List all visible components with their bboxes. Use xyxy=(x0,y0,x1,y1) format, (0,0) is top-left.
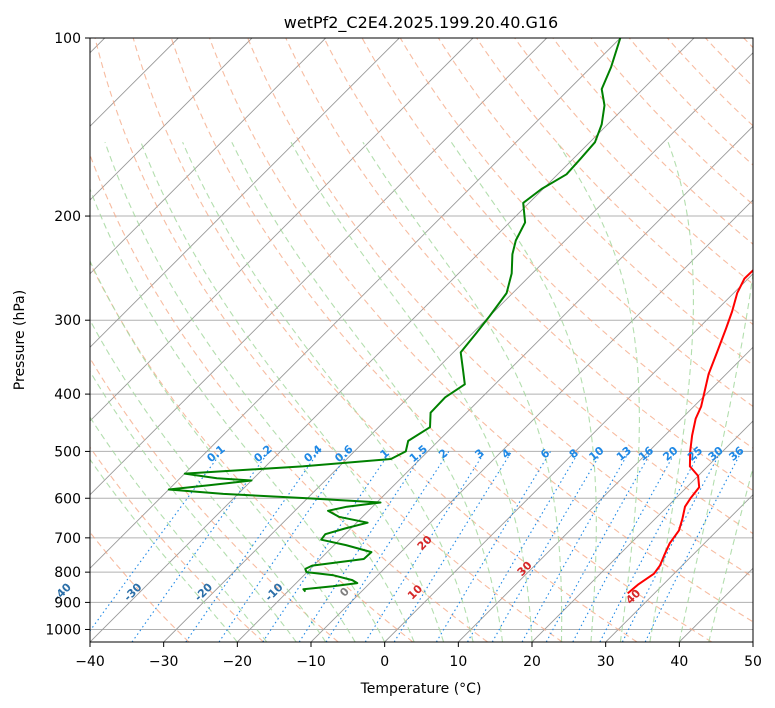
moist-adiabat-line xyxy=(649,142,694,642)
isotherm-line xyxy=(752,641,753,642)
x-tick-label: 0 xyxy=(380,654,389,670)
x-tick-label: 40 xyxy=(670,654,688,670)
x-axis-label: Temperature (°C) xyxy=(360,681,482,697)
y-tick-label: 700 xyxy=(54,531,81,547)
isotherm-line xyxy=(384,273,753,642)
mixing-ratio-line xyxy=(298,451,425,642)
isotherm-line xyxy=(90,38,327,275)
dry-adiabat-line xyxy=(90,446,264,642)
dry-adiabat-line xyxy=(399,38,753,408)
y-tick-label: 800 xyxy=(54,565,81,581)
y-tick-label: 200 xyxy=(54,209,81,225)
axes-layer: −40 −30 −20 −10 0 10 20 30 40 50 100 200 300 400 500 60… xyxy=(45,31,762,670)
plot-background xyxy=(90,38,753,642)
x-tick-label: −10 xyxy=(296,654,326,670)
x-tick-label: 10 xyxy=(449,654,467,670)
plot-frame xyxy=(89,37,754,643)
plot-area xyxy=(90,38,753,642)
moist-adiabat-line xyxy=(231,141,504,642)
mixing-ratio-line xyxy=(185,451,320,642)
x-tick-label: −40 xyxy=(75,654,105,670)
moist-adiabat-line xyxy=(90,416,268,642)
isotherm-line xyxy=(90,38,253,201)
y-tick-label: 100 xyxy=(54,31,81,47)
dry-adiabat-line xyxy=(132,38,638,642)
series-layer xyxy=(167,38,753,595)
mixing-ratio-line xyxy=(364,451,486,642)
moist-adiabat-line xyxy=(182,141,474,642)
dry-adiabat-line xyxy=(590,38,753,206)
mixing-ratio-line xyxy=(435,451,552,642)
dry-adiabat-line xyxy=(628,38,753,166)
y-tick-label: 300 xyxy=(54,313,81,329)
isotherm-line xyxy=(605,494,753,642)
y-tick-label: 900 xyxy=(54,595,81,611)
x-tick-label: −20 xyxy=(223,654,253,670)
y-tick-label: 600 xyxy=(54,491,81,507)
moist-adiabat-line xyxy=(90,187,386,642)
dry-adiabat-label: -50 xyxy=(0,580,4,603)
mixing-ratio-line xyxy=(325,451,450,642)
dry-adiabat-line xyxy=(476,38,753,326)
x-tick-label: 50 xyxy=(744,654,762,670)
moist-adiabat-line xyxy=(90,370,297,642)
dry-adiabat-line xyxy=(208,38,753,623)
moist-adiabat-line xyxy=(362,141,563,642)
dry-adiabat-line xyxy=(247,38,753,578)
isotherm-line xyxy=(90,38,400,348)
mixing-ratio-line xyxy=(545,451,652,642)
mixing-ratio-line xyxy=(393,451,513,642)
moist-adiabat-line xyxy=(708,465,753,642)
y-tick-label: 500 xyxy=(54,444,81,460)
dry-adiabat-line xyxy=(170,38,712,642)
isotherm-line xyxy=(90,38,474,422)
isotherm-line xyxy=(90,38,695,642)
isotherm-line xyxy=(90,38,621,569)
dry-adiabat-line xyxy=(323,38,753,492)
chart-title: wetPf2_C2E4.2025.199.20.40.G16 xyxy=(284,13,558,33)
adiabat-layer xyxy=(90,38,753,642)
moist-adiabat-line xyxy=(450,141,597,642)
moist-adiabat-line xyxy=(556,141,640,642)
mixing-ratio-line xyxy=(521,451,630,642)
y-axis-label: Pressure (hPa) xyxy=(12,290,28,390)
mixing-ratio-line xyxy=(491,451,603,642)
mixing-ratio-line xyxy=(572,451,676,642)
temperature-profile xyxy=(627,268,753,595)
x-tick-label: 20 xyxy=(523,654,541,670)
moist-adiabat-line xyxy=(90,319,327,642)
moist-adiabat-line xyxy=(90,458,238,642)
moist-adiabat-line xyxy=(140,141,445,642)
y-tick-label: 400 xyxy=(54,387,81,403)
isotherm-line xyxy=(236,125,753,642)
mixing-ratio-layer xyxy=(90,451,742,642)
mixing-ratio-line xyxy=(467,451,580,642)
mixing-ratio-line xyxy=(131,451,270,642)
moist-adiabat-line xyxy=(678,270,753,642)
y-tick-label: 1000 xyxy=(45,622,81,638)
isotherm-line xyxy=(90,38,548,496)
x-tick-label: 30 xyxy=(597,654,615,670)
x-tick-label: −30 xyxy=(149,654,179,670)
dry-adiabat-line xyxy=(94,38,563,642)
dewpoint-profile xyxy=(167,38,622,593)
mixing-ratio-line xyxy=(90,451,223,632)
moist-adiabat-line xyxy=(104,142,415,642)
dry-adiabat-line xyxy=(361,38,753,449)
moist-adiabat-line xyxy=(290,141,533,642)
isotherm-line xyxy=(163,52,753,642)
